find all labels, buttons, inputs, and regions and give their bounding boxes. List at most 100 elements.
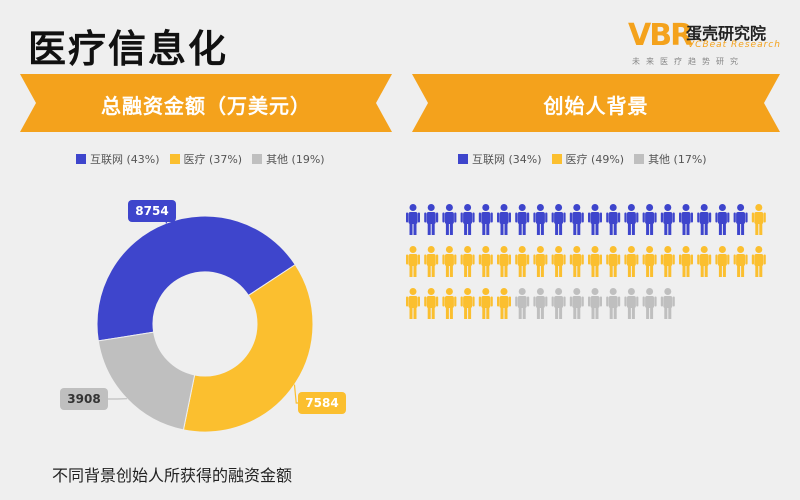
person-icon — [624, 204, 639, 235]
person-icon — [424, 246, 439, 277]
person-icon — [642, 204, 657, 235]
person-icon — [660, 246, 675, 277]
person-icon — [569, 246, 584, 277]
person-icon — [533, 204, 548, 235]
legend-label-medical-founders: 医疗 (49%) — [565, 153, 625, 166]
person-icon — [679, 204, 693, 235]
person-icon — [660, 288, 675, 319]
person-icon — [606, 246, 621, 277]
logo-mark: VBR — [628, 18, 693, 53]
person-icon — [588, 288, 602, 319]
donut-leader-1 — [293, 384, 298, 404]
donut-label-box-1 — [298, 392, 346, 414]
person-icon — [442, 246, 457, 277]
person-icon — [460, 246, 475, 277]
legend-item-medical: 医疗 (37%) — [169, 151, 243, 167]
person-icon — [588, 204, 602, 235]
person-icon — [715, 204, 730, 235]
person-icon — [424, 204, 439, 235]
legend-item-medical-founders: 医疗 (49%) — [551, 151, 625, 167]
person-icon — [515, 246, 530, 277]
person-icon — [660, 204, 675, 235]
chart-caption: 不同背景创始人所获得的融资金额 — [52, 466, 293, 485]
funding-legend: 互联网 (43%) 医疗 (37%) 其他 (19%) — [76, 151, 325, 167]
person-icon — [624, 288, 639, 319]
person-icon — [697, 246, 712, 277]
donut-label-box-2 — [60, 388, 108, 410]
legend-swatch-internet — [76, 154, 86, 164]
person-icon — [588, 246, 602, 277]
donut-slice-2 — [97, 331, 196, 431]
person-icon — [551, 288, 566, 319]
legend-item-internet-founders: 互联网 (34%) — [458, 151, 542, 167]
person-icon — [679, 246, 693, 277]
person-icon — [733, 246, 748, 277]
person-icon — [497, 204, 511, 235]
person-icon — [424, 288, 439, 319]
right-banner: 创始人背景 — [412, 74, 780, 132]
person-icon — [642, 288, 657, 319]
legend-item-other: 其他 (19%) — [252, 151, 325, 167]
person-icon — [751, 246, 766, 277]
donut-callout-2: 3908 — [60, 388, 127, 410]
left-banner: 总融资金额（万美元） — [20, 74, 392, 132]
person-icon — [460, 288, 475, 319]
donut-callout-1: 7584 — [293, 384, 346, 414]
person-icon — [624, 246, 639, 277]
person-icon — [406, 288, 420, 319]
founder-pictogram — [406, 204, 766, 319]
person-icon — [460, 204, 475, 235]
donut-callout-0: 8754 — [128, 200, 176, 224]
person-icon — [642, 246, 657, 277]
donut-data-label-2: 3908 — [67, 392, 100, 406]
legend-label-other-founders: 其他 (17%) — [648, 153, 707, 166]
legend-swatch-other-founders — [634, 154, 645, 164]
person-icon — [551, 246, 566, 277]
donut-data-label-0: 8754 — [135, 204, 168, 218]
person-icon — [442, 204, 457, 235]
legend-item-other-founders: 其他 (17%) — [634, 151, 707, 167]
donut-label-box-0 — [128, 200, 176, 222]
person-icon — [569, 204, 584, 235]
left-banner-shape — [20, 74, 392, 132]
person-icon — [478, 288, 493, 319]
person-icon — [478, 204, 493, 235]
person-icon — [733, 204, 748, 235]
legend-label-internet: 互联网 (43%) — [90, 153, 160, 166]
person-icon — [533, 246, 548, 277]
person-icon — [751, 204, 766, 235]
person-icon — [497, 288, 511, 319]
legend-swatch-medical — [169, 154, 180, 164]
person-icon — [515, 204, 530, 235]
person-icon — [497, 246, 511, 277]
legend-swatch-internet-founders — [458, 154, 468, 164]
person-icon — [606, 204, 621, 235]
page-title: 医疗信息化 — [28, 27, 229, 71]
logo-english: VCBeat Research — [688, 40, 781, 50]
legend-swatch-medical-founders — [551, 154, 562, 164]
left-banner-title: 总融资金额（万美元） — [101, 94, 311, 118]
donut-slice-0 — [96, 215, 296, 342]
legend-swatch-other — [252, 154, 263, 164]
person-icon — [406, 204, 420, 235]
person-icon — [715, 246, 730, 277]
donut-data-label-1: 7584 — [305, 396, 338, 410]
legend-item-internet: 互联网 (43%) — [76, 151, 160, 167]
person-icon — [551, 204, 566, 235]
funding-donut-chart: 8754 7584 3908 — [60, 200, 346, 433]
vbr-logo: VBR 蛋壳研究院 VCBeat Research 未来医疗趋势研究 — [628, 18, 788, 68]
person-icon — [606, 288, 621, 319]
person-icon — [442, 288, 457, 319]
legend-label-other: 其他 (19%) — [266, 153, 325, 166]
logo-name: 蛋壳研究院 — [686, 24, 767, 43]
person-icon — [533, 288, 548, 319]
right-banner-title: 创始人背景 — [543, 94, 649, 118]
person-icon — [569, 288, 584, 319]
right-banner-shape — [412, 74, 780, 132]
legend-label-medical: 医疗 (37%) — [183, 153, 243, 166]
logo-tagline: 未来医疗趋势研究 — [632, 57, 744, 66]
person-icon — [515, 288, 530, 319]
person-icon — [697, 204, 712, 235]
donut-slice-1 — [182, 263, 314, 433]
person-icon — [478, 246, 493, 277]
